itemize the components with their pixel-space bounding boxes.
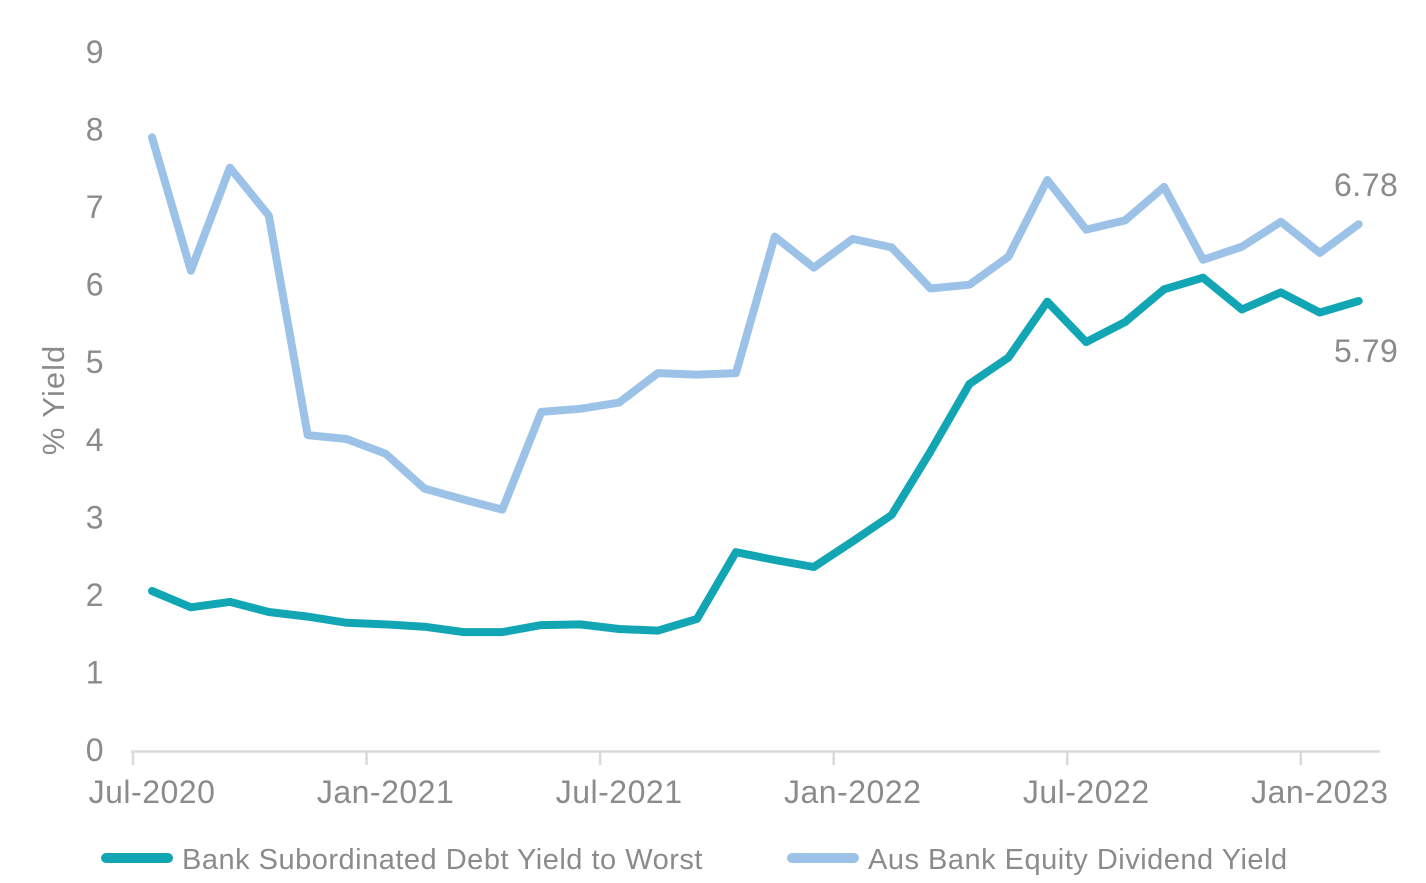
- series-line-equity: [148, 133, 1363, 514]
- svg-text:9: 9: [86, 34, 104, 70]
- svg-text:Jul-2020: Jul-2020: [89, 774, 216, 810]
- svg-text:Jan-2021: Jan-2021: [317, 774, 454, 810]
- svg-text:Jul-2022: Jul-2022: [1023, 774, 1150, 810]
- legend: Bank Subordinated Debt Yield to Worst Au…: [101, 844, 1288, 876]
- svg-text:Jan-2022: Jan-2022: [784, 774, 921, 810]
- svg-text:Jan-2023: Jan-2023: [1251, 774, 1388, 810]
- series-line-subdebt: [148, 273, 1363, 637]
- legend-swatch-subdebt: [101, 853, 173, 863]
- svg-text:7: 7: [86, 189, 104, 225]
- legend-label-subdebt: Bank Subordinated Debt Yield to Worst: [182, 844, 703, 876]
- plot-lines: [148, 133, 1363, 637]
- x-axis-line: [131, 750, 1380, 765]
- y-axis-labels: 0 1 2 3 4 5 6 7 8 9: [86, 34, 104, 768]
- svg-text:3: 3: [86, 499, 104, 535]
- svg-text:0: 0: [86, 732, 104, 768]
- subdebt-end-value-label: 5.79: [1334, 333, 1398, 369]
- legend-label-equity: Aus Bank Equity Dividend Yield: [868, 844, 1288, 876]
- svg-text:5: 5: [86, 344, 104, 380]
- svg-text:8: 8: [86, 112, 104, 148]
- x-axis-labels: Jul-2020 Jan-2021 Jul-2021 Jan-2022 Jul-2022…: [89, 774, 1388, 810]
- svg-text:1: 1: [86, 654, 104, 690]
- legend-swatch-equity: [787, 853, 859, 863]
- svg-text:2: 2: [86, 577, 104, 613]
- svg-text:Jul-2021: Jul-2021: [556, 774, 683, 810]
- y-axis-title: % Yield: [36, 345, 71, 455]
- svg-text:6: 6: [86, 267, 104, 303]
- svg-text:4: 4: [86, 422, 104, 458]
- equity-end-value-label: 6.78: [1334, 167, 1398, 203]
